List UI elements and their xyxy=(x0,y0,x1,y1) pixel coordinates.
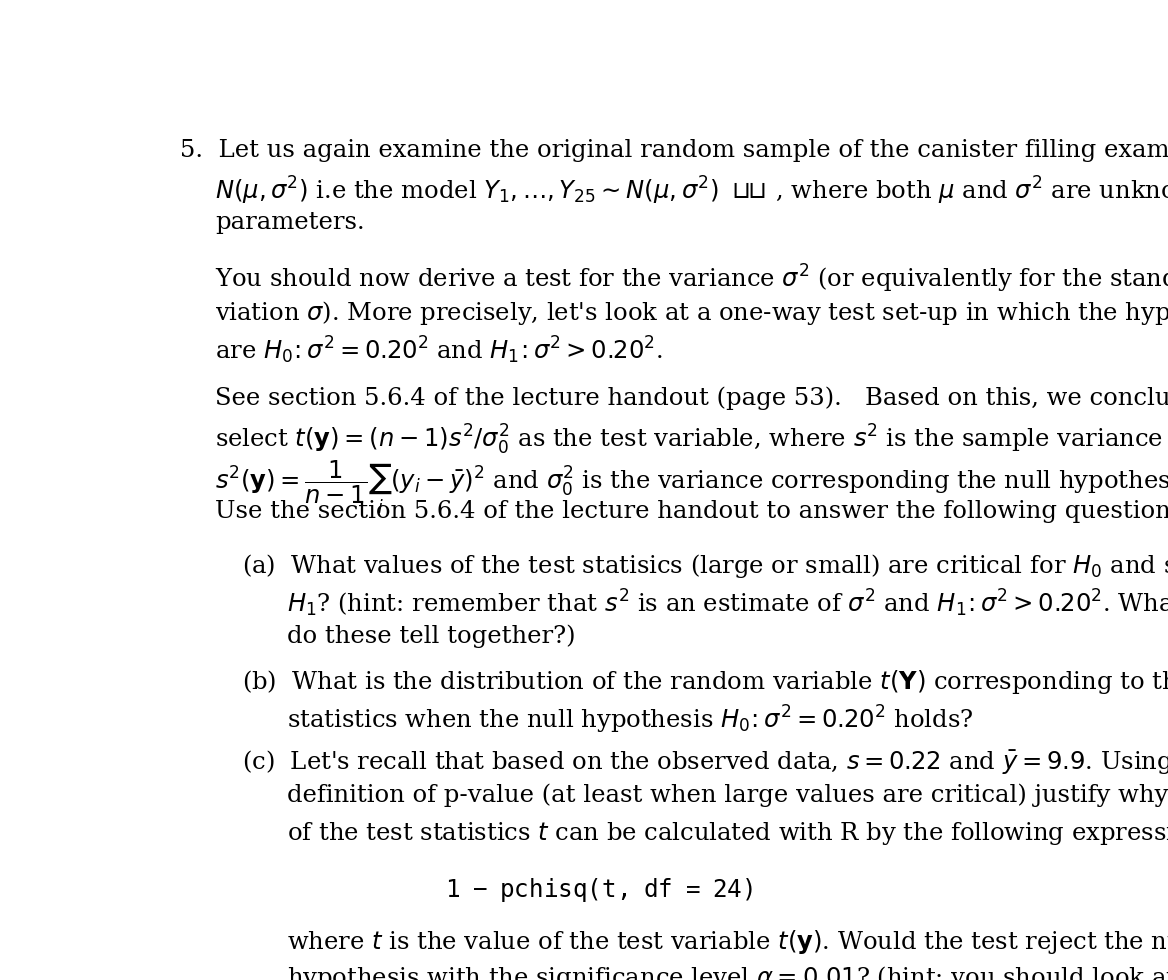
Text: do these tell together?): do these tell together?) xyxy=(287,624,576,648)
Text: $\mathtt{1\ -\ pchisq(t,\ df\ =\ 24)}$: $\mathtt{1\ -\ pchisq(t,\ df\ =\ 24)}$ xyxy=(445,876,752,905)
Text: of the test statistics $t$ can be calculated with R by the following expression: of the test statistics $t$ can be calcul… xyxy=(287,820,1168,847)
Text: definition of p-value (at least when large values are critical) justify why p-va: definition of p-value (at least when lar… xyxy=(287,784,1168,808)
Text: (a)  What values of the test statisics (large or small) are critical for $H_0$ a: (a) What values of the test statisics (l… xyxy=(242,552,1168,579)
Text: parameters.: parameters. xyxy=(215,211,364,234)
Text: $s^2(\mathbf{y}) = \dfrac{1}{n-1}\sum_i(y_i - \bar{y})^2$ and $\sigma_0^2$ is th: $s^2(\mathbf{y}) = \dfrac{1}{n-1}\sum_i(… xyxy=(215,459,1168,516)
Text: You should now derive a test for the variance $\sigma^2$ (or equivalently for th: You should now derive a test for the var… xyxy=(215,263,1168,295)
Text: 5.  Let us again examine the original random sample of the canister filling exam: 5. Let us again examine the original ran… xyxy=(180,139,1168,162)
Text: $H_1$? (hint: remember that $s^2$ is an estimate of $\sigma^2$ and $H_1\!: \sigm: $H_1$? (hint: remember that $s^2$ is an … xyxy=(287,588,1168,619)
Text: are $H_0\!: \sigma^2 = 0.20^2$ and $H_1\!: \sigma^2 > 0.20^2$.: are $H_0\!: \sigma^2 = 0.20^2$ and $H_1\… xyxy=(215,335,662,367)
Text: See section 5.6.4 of the lecture handout (page 53).   Based on this, we conclude: See section 5.6.4 of the lecture handout… xyxy=(215,386,1168,410)
Text: viation $\sigma$). More precisely, let's look at a one-way test set-up in which : viation $\sigma$). More precisely, let's… xyxy=(215,299,1168,326)
Text: where $t$ is the value of the test variable $t(\mathbf{y})$. Would the test reje: where $t$ is the value of the test varia… xyxy=(287,928,1168,956)
Text: $N(\mu, \sigma^2)$ i.e the model $Y_1, \ldots, Y_{25} \sim N(\mu, \sigma^2)\ \sq: $N(\mu, \sigma^2)$ i.e the model $Y_1, \… xyxy=(215,175,1168,207)
Text: (c)  Let's recall that based on the observed data, $s = 0.22$ and $\bar{y} = 9.9: (c) Let's recall that based on the obser… xyxy=(242,748,1168,775)
Text: statistics when the null hypothesis $H_0\!: \sigma^2 = 0.20^2$ holds?: statistics when the null hypothesis $H_0… xyxy=(287,704,974,736)
Text: select $t(\mathbf{y}) = (n - 1)s^2/\sigma_0^2$ as the test variable, where $s^2$: select $t(\mathbf{y}) = (n - 1)s^2/\sigm… xyxy=(215,422,1162,457)
Text: (b)  What is the distribution of the random variable $t(\mathbf{Y})$ correspondi: (b) What is the distribution of the rand… xyxy=(242,667,1168,696)
Text: hypothesis with the significance level $\alpha = 0.01$? (hint: you should look a: hypothesis with the significance level $… xyxy=(287,964,1168,980)
Text: Use the section 5.6.4 of the lecture handout to answer the following questions:: Use the section 5.6.4 of the lecture han… xyxy=(215,501,1168,523)
